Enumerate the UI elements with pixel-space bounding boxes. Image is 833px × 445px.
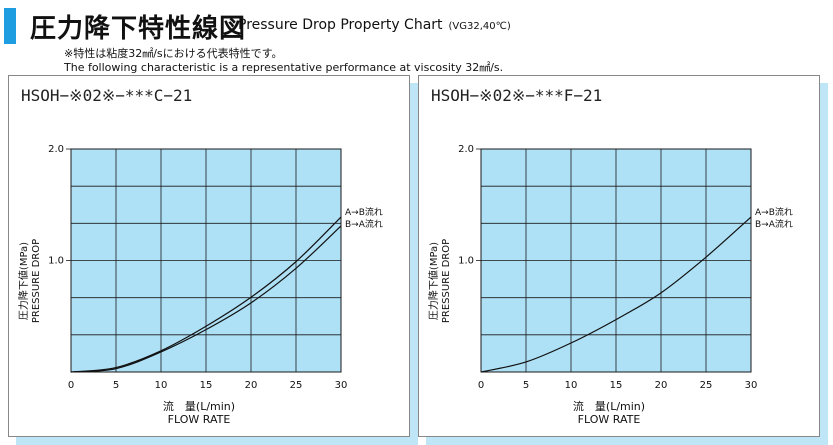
title-condition: (VG32,40℃) [448, 21, 511, 32]
x-tick-label: 0 [68, 380, 74, 391]
x-axis-label-en: FLOW RATE [577, 413, 641, 426]
x-tick-label: 15 [610, 380, 623, 391]
chart-title: HSOH−※02※−***F−21 [431, 86, 603, 105]
title-accent-bar [4, 8, 16, 44]
x-tick-label: 20 [655, 380, 668, 391]
note-jp: ※特性は粘度32㎟/sにおける代表特性です。 [64, 47, 283, 60]
legend-label: A→B流れ [345, 206, 383, 218]
y-axis-label: 圧力降下値(MPa) PRESSURE DROP [19, 216, 43, 346]
y-tick-label: 1.0 [48, 256, 64, 267]
y-tick-label: 2.0 [48, 144, 64, 155]
y-axis-label-en: PRESSURE DROP [441, 238, 452, 324]
legend-label: B→A流れ [345, 218, 383, 230]
x-tick-label: 30 [745, 380, 758, 391]
y-axis-label-jp: 圧力降下値(MPa) [429, 241, 440, 321]
y-tick-label: 1.0 [458, 256, 474, 267]
chart-panel-f21: HSOH−※02※−***F−21 0 5 10 15 20 25 30 1.0 2.0 A→B流… [418, 75, 820, 437]
x-axis-label-jp: 流 量(L/min) [572, 400, 646, 413]
title-en-text: Pressure Drop Property Chart [238, 17, 443, 33]
y-tick-label: 2.0 [458, 144, 474, 155]
x-tick-label: 20 [245, 380, 258, 391]
series-line-1 [70, 225, 342, 373]
page-title-jp: 圧力降下特性線図 [30, 14, 247, 44]
series-line-0 [70, 216, 342, 373]
page-title-en: Pressure Drop Property Chart (VG32,40℃) [238, 17, 511, 33]
x-tick-label: 10 [565, 380, 578, 391]
x-axis-label: 流 量(L/min) FLOW RATE [109, 400, 289, 426]
x-tick-label: 25 [700, 380, 713, 391]
chart-panel-c21: HSOH−※02※−***C−21 0 5 10 15 20 25 30 1.0 2.0 A→B流… [8, 75, 410, 437]
x-tick-label: 10 [155, 380, 168, 391]
y-axis-label-en: PRESSURE DROP [31, 238, 42, 324]
x-tick-label: 0 [478, 380, 484, 391]
note-en: The following characteristic is a repres… [64, 61, 504, 74]
x-axis-label-jp: 流 量(L/min) [162, 400, 236, 413]
x-tick-label: 15 [200, 380, 213, 391]
x-tick-label: 30 [335, 380, 348, 391]
x-tick-label: 25 [290, 380, 303, 391]
x-axis-label: 流 量(L/min) FLOW RATE [519, 400, 699, 426]
x-tick-label: 5 [523, 380, 529, 391]
chart-title: HSOH−※02※−***C−21 [21, 86, 193, 105]
y-axis-label: 圧力降下値(MPa) PRESSURE DROP [429, 216, 453, 346]
legend-label: A→B流れ [755, 206, 793, 218]
x-axis-label-en: FLOW RATE [167, 413, 231, 426]
x-tick-label: 5 [113, 380, 119, 391]
y-axis-label-jp: 圧力降下値(MPa) [19, 241, 30, 321]
legend-label: B→A流れ [755, 218, 793, 230]
series-line-0 [480, 216, 752, 373]
